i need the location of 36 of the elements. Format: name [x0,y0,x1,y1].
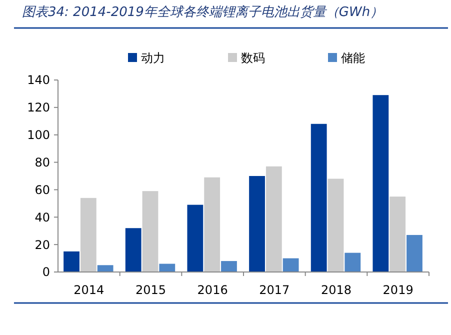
y-tick-label: 0 [42,265,50,280]
y-tick-label: 20 [34,238,50,252]
bar [282,258,299,272]
bar [266,166,282,272]
bar [221,261,237,272]
bar [97,265,114,272]
bar [64,251,80,272]
y-tick-label: 140 [27,73,50,88]
x-tick-label: 2016 [197,283,228,297]
y-tick-label: 100 [27,128,50,142]
bar [310,124,327,272]
bar [204,177,220,272]
x-tick-label: 2017 [259,283,290,297]
x-tick-label: 2019 [382,283,414,297]
y-tick-label: 120 [27,100,50,115]
bar [390,196,406,272]
bar [372,95,389,272]
y-tick-label: 80 [34,155,50,170]
y-tick-label: 60 [34,182,50,197]
x-tick-label: 2018 [320,283,352,297]
bar [406,234,422,272]
x-tick-label: 2015 [135,283,166,297]
chart-title: 图表34: 2014-2019年全球各终端锂离子电池出货量（GWh） [22,4,384,20]
legend-label: 储能 [341,51,365,66]
bar [125,228,142,272]
y-tick-label: 40 [34,210,50,224]
bar [328,178,344,272]
bar [159,264,176,272]
bar [142,191,158,272]
legend-label: 动力 [141,51,165,66]
bar [344,252,361,272]
bar [80,198,96,272]
bar [249,176,265,272]
bar [187,204,204,272]
legend-label: 数码 [241,51,265,66]
x-tick-label: 2014 [74,283,104,297]
